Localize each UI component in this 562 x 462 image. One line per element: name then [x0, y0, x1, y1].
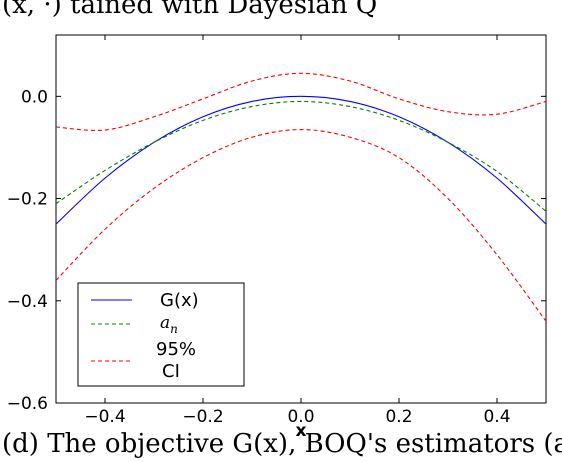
legend: G(x) an 95% CI — [77, 282, 245, 387]
y-tick-label: −0.6 — [7, 394, 48, 414]
x-tick-label: −0.2 — [182, 407, 223, 427]
line-chart: −0.4 −0.2 0.0 0.2 0.4 0.0 −0.2 −0.4 −0.6 x G(x)… — [7, 34, 547, 441]
series-line-2 — [55, 72, 547, 131]
legend-label-an: an — [160, 313, 178, 336]
x-axis-label: x — [296, 421, 307, 441]
y-tick-label: −0.2 — [7, 190, 48, 210]
top-caption-fragment: (x, ·) tained with Dayesian Q — [2, 0, 377, 20]
legend-label-ci-line1: 95% — [156, 339, 196, 360]
y-axis-ticks: 0.0 −0.2 −0.4 −0.6 — [7, 87, 546, 414]
y-tick-label: −0.4 — [7, 292, 48, 312]
y-tick-label: 0.0 — [21, 87, 48, 107]
series-line-0 — [55, 95, 547, 225]
series-line-3 — [55, 129, 547, 322]
legend-label-ci-line2: CI — [162, 361, 180, 382]
series-line-1 — [55, 100, 547, 212]
x-tick-label: 0.2 — [385, 407, 412, 427]
x-tick-label: 0.0 — [287, 407, 314, 427]
x-axis-ticks: −0.4 −0.2 0.0 0.2 0.4 — [84, 35, 511, 427]
legend-label-g: G(x) — [160, 290, 199, 311]
x-tick-label: 0.4 — [483, 407, 510, 427]
bottom-caption-fragment: (d) The objective G(x), BOQ's estimators… — [2, 429, 562, 459]
x-tick-label: −0.4 — [84, 407, 125, 427]
series-layer — [55, 72, 547, 322]
